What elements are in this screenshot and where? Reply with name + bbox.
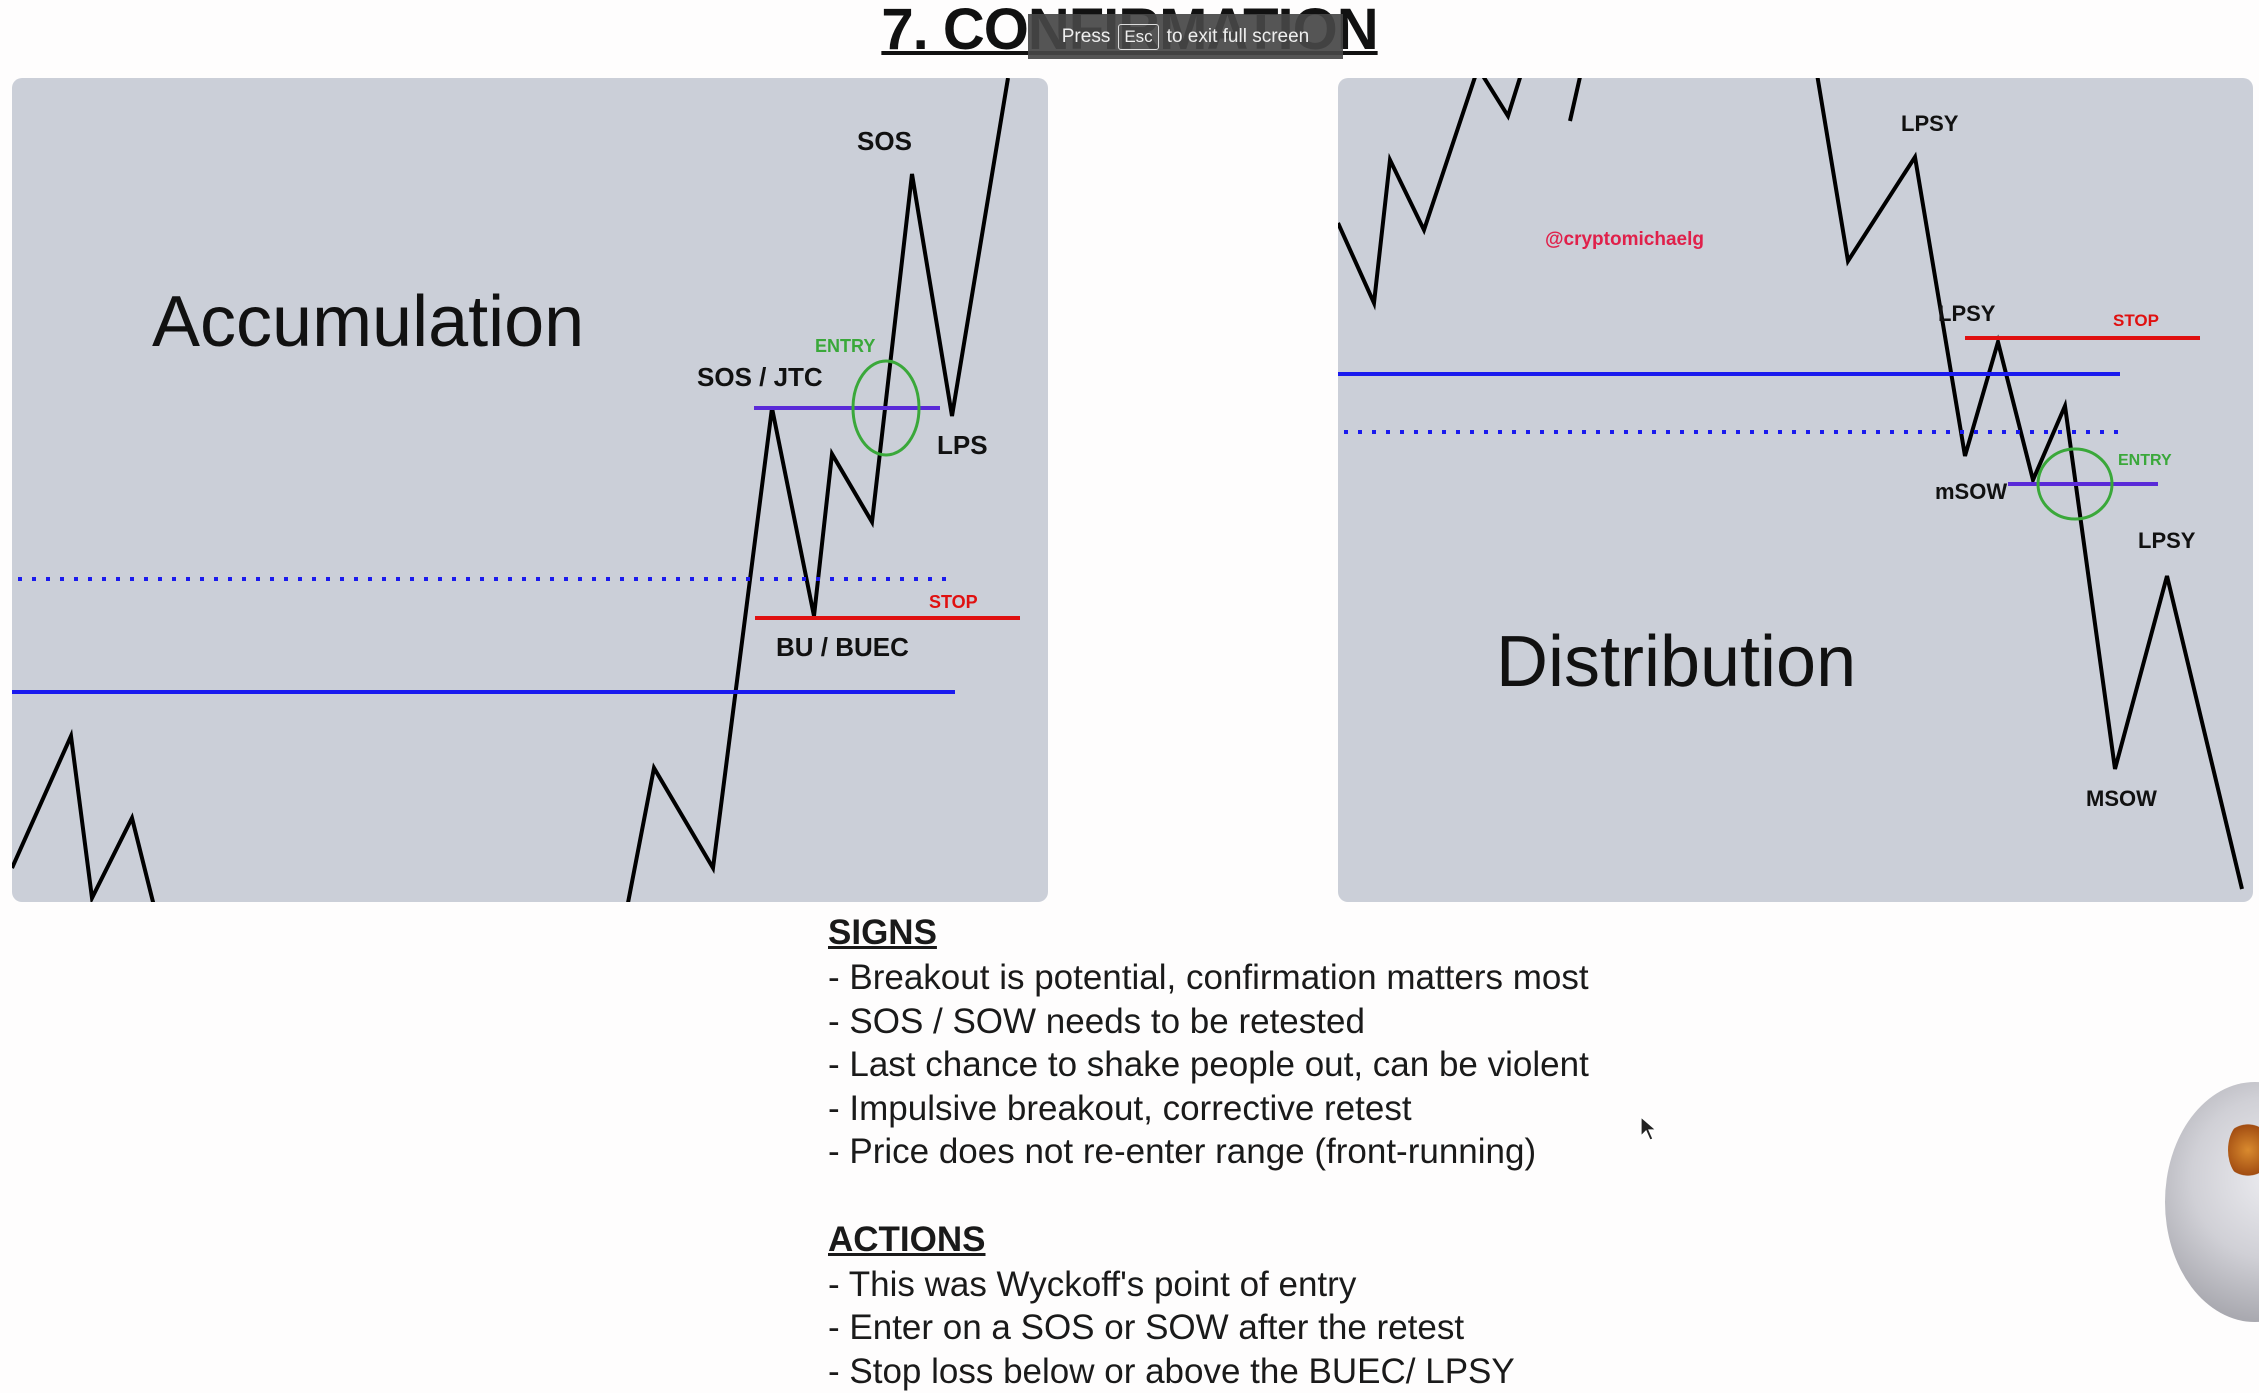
label-lpsy-low: LPSY: [2138, 528, 2196, 553]
label-lps: LPS: [937, 430, 988, 460]
actions-item: - This was Wyckoff's point of entry: [828, 1263, 1589, 1307]
signs-item: - Last chance to shake people out, can b…: [828, 1043, 1589, 1087]
label-entry: ENTRY: [815, 336, 875, 356]
actions-item: - Enter on a SOS or SOW after the retest: [828, 1306, 1589, 1350]
mouse-pointer-icon: [1640, 1116, 1658, 1142]
signs-item: - Breakout is potential, confirmation ma…: [828, 956, 1589, 1000]
actions-list: - This was Wyckoff's point of entry - En…: [828, 1263, 1589, 1393]
label-sos-jtc: SOS / JTC: [697, 362, 823, 392]
accumulation-panel: Accumulation SOS ENTRY SOS / JTC LPS STO…: [12, 78, 1048, 902]
actions-item: - Stop loss below or above the BUEC/ LPS…: [828, 1350, 1589, 1393]
distribution-panel: Distribution @cryptomichaelg LPSY LPSY S…: [1338, 78, 2253, 902]
label-bu-buec: BU / BUEC: [776, 632, 909, 662]
distribution-diagram: Distribution @cryptomichaelg LPSY LPSY S…: [1338, 78, 2253, 902]
signs-heading: SIGNS: [828, 910, 1589, 956]
label-msow-minor: mSOW: [1935, 479, 2007, 504]
distribution-price-line: [1338, 78, 1523, 303]
accumulation-price-line: [12, 736, 172, 902]
watermark: @cryptomichaelg: [1545, 229, 1704, 250]
label-stop: STOP: [2113, 311, 2159, 330]
label-sos: SOS: [857, 126, 912, 156]
label-lpsy-top: LPSY: [1901, 111, 1959, 136]
fullscreen-banner: Press Esc to exit full screen: [1028, 14, 1343, 59]
banner-rest-text: to exit full screen: [1167, 26, 1310, 48]
esc-key-badge: Esc: [1118, 24, 1158, 50]
accumulation-diagram: Accumulation SOS ENTRY SOS / JTC LPS STO…: [12, 78, 1048, 902]
signs-item: - Impulsive breakout, corrective retest: [828, 1087, 1589, 1131]
distribution-price-line-2: [1570, 78, 1582, 121]
label-lpsy-mid: LPSY: [1938, 301, 1996, 326]
label-entry: ENTRY: [2118, 452, 2172, 469]
actions-heading: ACTIONS: [828, 1217, 1589, 1263]
banner-press-text: Press: [1062, 26, 1111, 48]
distribution-title: Distribution: [1496, 622, 1856, 702]
signs-item: - SOS / SOW needs to be retested: [828, 1000, 1589, 1044]
avatar-orb: [2165, 1082, 2259, 1322]
notes-section: SIGNS - Breakout is potential, confirmat…: [828, 910, 1589, 1393]
accumulation-price-line-main: [627, 78, 1008, 902]
label-msow: MSOW: [2086, 786, 2157, 811]
signs-list: - Breakout is potential, confirmation ma…: [828, 956, 1589, 1174]
signs-item: - Price does not re-enter range (front-r…: [828, 1130, 1589, 1174]
label-stop: STOP: [929, 592, 978, 612]
accumulation-title: Accumulation: [152, 282, 584, 362]
